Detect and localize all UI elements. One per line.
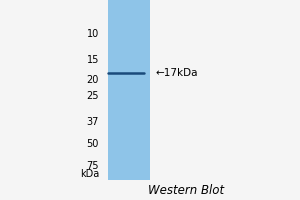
Text: 37: 37 <box>87 117 99 127</box>
Text: 20: 20 <box>87 75 99 85</box>
Text: 75: 75 <box>86 161 99 171</box>
Text: Western Blot: Western Blot <box>148 184 224 196</box>
Text: kDa: kDa <box>80 169 99 179</box>
Text: 15: 15 <box>87 55 99 65</box>
Bar <box>108 0 150 180</box>
Text: ←17kDa: ←17kDa <box>156 68 199 78</box>
Text: 25: 25 <box>86 91 99 101</box>
Text: 10: 10 <box>87 29 99 39</box>
Text: 50: 50 <box>87 139 99 149</box>
